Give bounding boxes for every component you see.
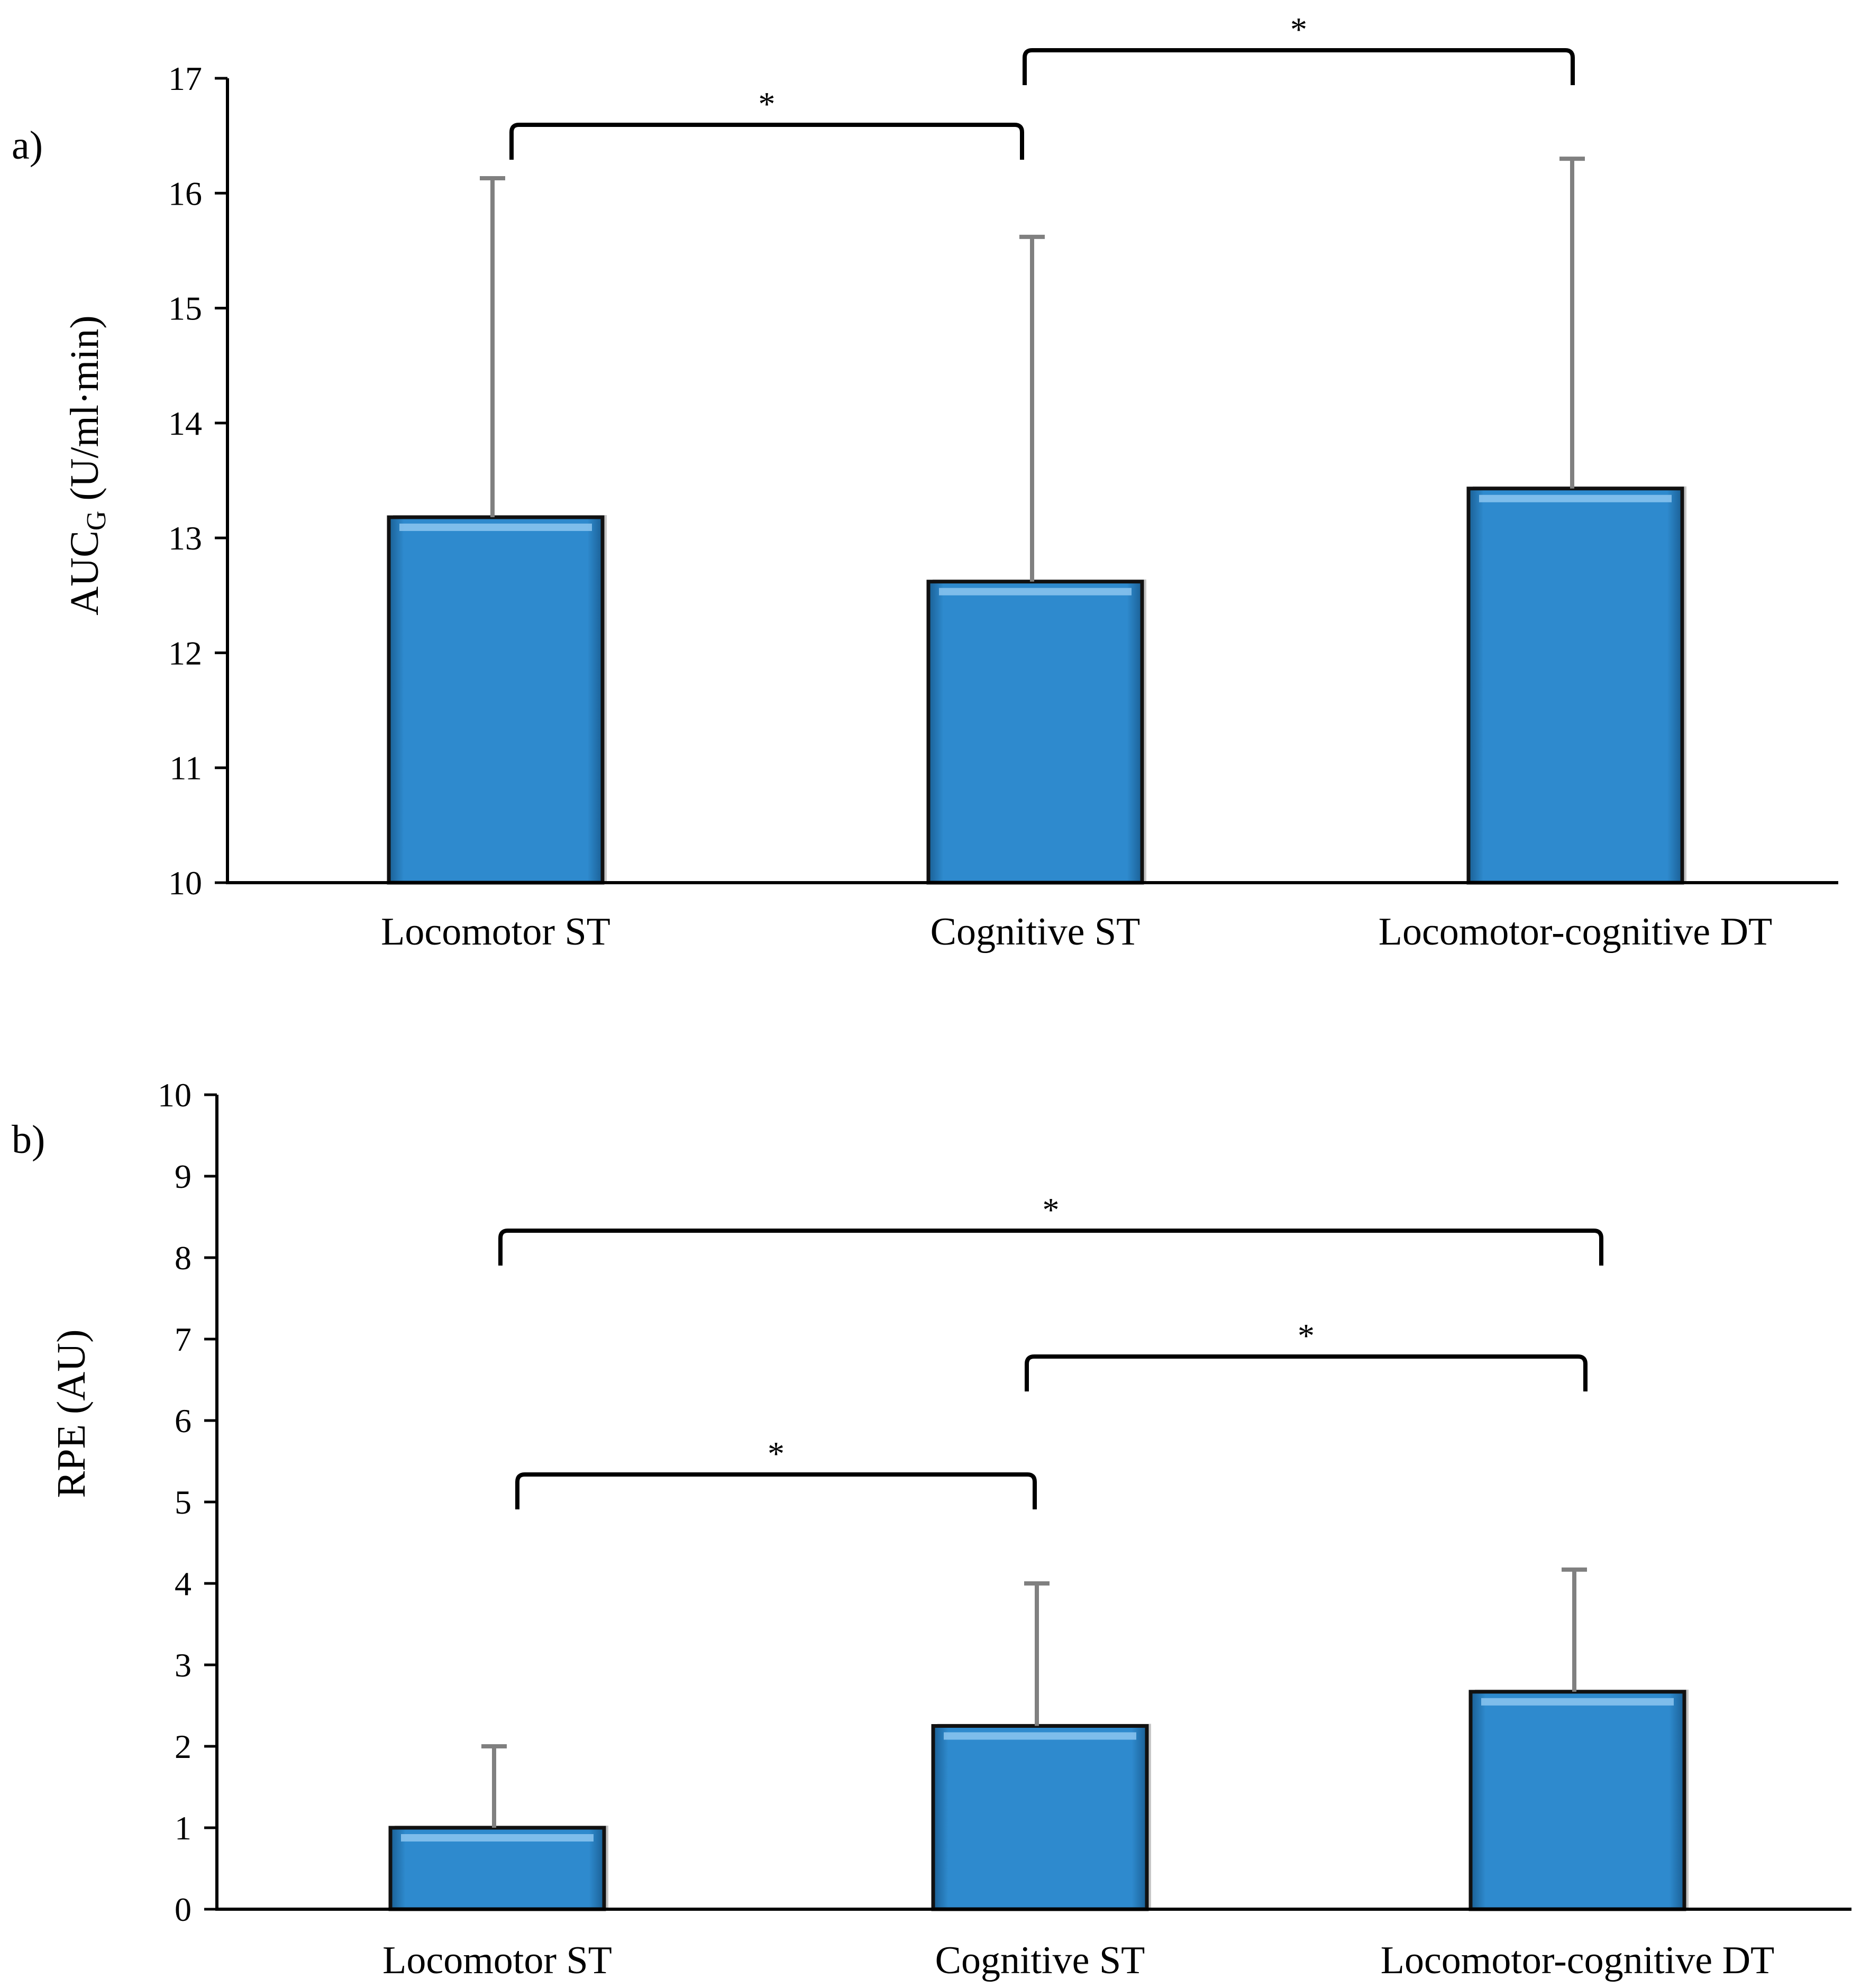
bar-highlight xyxy=(1479,494,1672,502)
significance-bracket xyxy=(1025,1354,1588,1391)
significance-marker: * xyxy=(768,1435,785,1472)
bar-highlight xyxy=(1481,1698,1674,1706)
bar xyxy=(931,1724,1149,1911)
y-tick-label: 1 xyxy=(175,1809,191,1847)
bar-highlight xyxy=(939,588,1132,596)
x-category-label: Locomotor-cognitive DT xyxy=(1379,910,1772,954)
y-tick-label: 17 xyxy=(168,60,202,97)
panel-b: b) RPE (AU) 0 1 2 3 4 5 6 7 8 9 10 * * * Locomotor S… xyxy=(12,1076,1851,1982)
y-tick-label: 11 xyxy=(169,749,202,787)
y-tick-label: 4 xyxy=(175,1565,191,1602)
y-tick-label: 6 xyxy=(175,1402,191,1440)
x-category-label: Locomotor-cognitive DT xyxy=(1381,1939,1774,1982)
y-axis-label-b: RPE (AU) xyxy=(49,1330,94,1498)
y-tick-label: 7 xyxy=(175,1321,191,1358)
y-tick-label: 14 xyxy=(168,405,202,442)
y-tick-label: 3 xyxy=(175,1646,191,1684)
bar xyxy=(387,515,605,885)
panel-label-b: b) xyxy=(12,1117,45,1162)
y-tick-label: 5 xyxy=(175,1483,191,1521)
bar xyxy=(926,580,1144,885)
significance-marker: * xyxy=(1290,11,1307,48)
significance-marker: * xyxy=(759,85,776,123)
y-tick-label: 2 xyxy=(175,1728,191,1765)
x-category-label: Locomotor ST xyxy=(382,1939,612,1982)
x-category-label: Cognitive ST xyxy=(935,1939,1145,1982)
y-tick-label: 10 xyxy=(168,864,202,902)
significance-marker: * xyxy=(1298,1317,1315,1354)
significance-bracket xyxy=(1023,48,1575,85)
y-tick-label: 8 xyxy=(175,1239,191,1277)
x-category-label: Cognitive ST xyxy=(931,910,1141,954)
bar xyxy=(1468,1690,1686,1911)
y-axis-label-a: AUCG (U/ml·min) xyxy=(62,315,112,615)
panel-label-a: a) xyxy=(12,123,43,168)
bar-highlight xyxy=(401,1834,594,1842)
y-tick-label: 16 xyxy=(168,175,202,212)
y-tick-label: 15 xyxy=(168,290,202,327)
significance-bracket xyxy=(498,1229,1603,1266)
y-tick-label: 0 xyxy=(175,1891,191,1928)
y-tick-label: 13 xyxy=(168,519,202,557)
panel-a: a) AUCG (U/ml·min) 10 11 12 13 14 15 16 17 * * L… xyxy=(12,11,1838,954)
y-tick-label: 12 xyxy=(168,634,202,672)
bar xyxy=(1466,487,1684,885)
x-category-label: Locomotor ST xyxy=(381,910,610,954)
bar-highlight xyxy=(944,1732,1136,1740)
significance-bracket xyxy=(515,1472,1037,1509)
significance-bracket xyxy=(509,123,1024,160)
significance-marker: * xyxy=(1043,1191,1060,1229)
y-tick-label: 9 xyxy=(175,1158,191,1195)
bar-highlight xyxy=(399,524,592,532)
y-tick-label: 10 xyxy=(158,1076,191,1114)
